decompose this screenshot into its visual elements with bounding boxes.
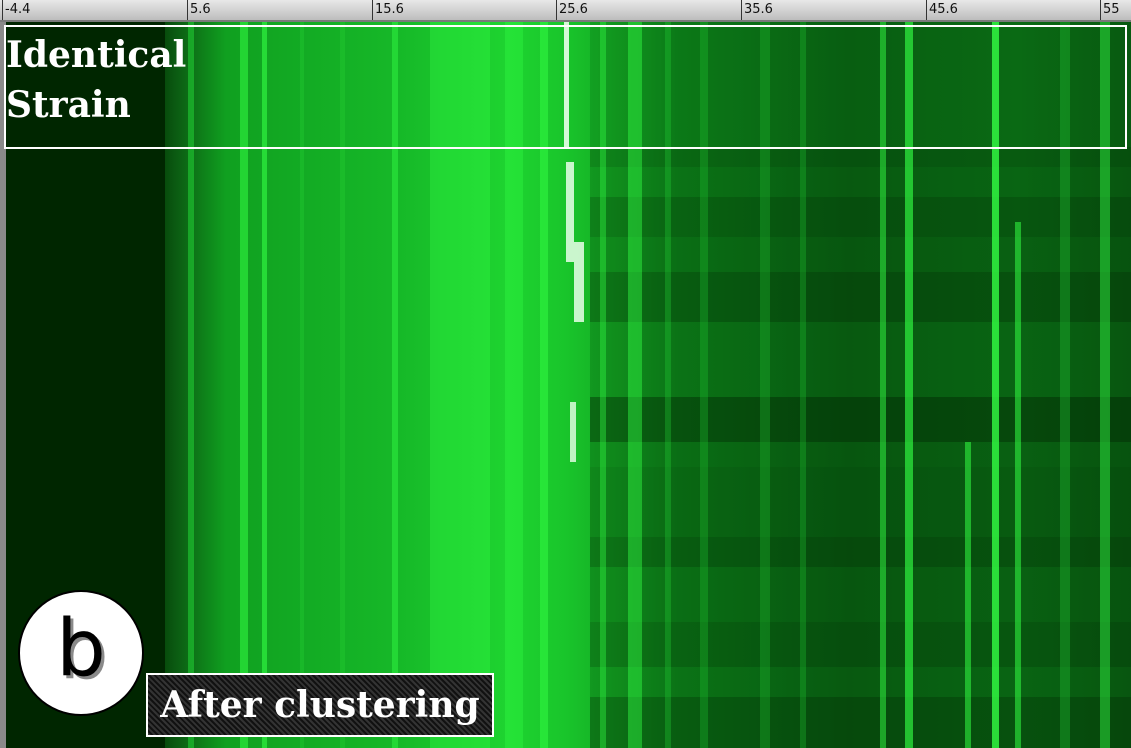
lane-shade xyxy=(590,22,1131,147)
lane-shade xyxy=(590,467,1131,537)
gel-band xyxy=(1015,222,1021,748)
gel-left-border xyxy=(0,22,6,748)
gel-band xyxy=(600,22,606,748)
gel-band xyxy=(574,242,584,322)
gel-band xyxy=(564,22,569,148)
gel-band xyxy=(665,22,671,748)
ruler-tick: 15.6 xyxy=(372,0,404,20)
lane-shade xyxy=(590,442,1131,467)
ruler-tick: 45.6 xyxy=(926,0,958,20)
lane-shade xyxy=(590,397,1131,442)
lane-shade xyxy=(590,622,1131,667)
gel-band xyxy=(992,22,999,748)
after-clustering-label: After clustering xyxy=(146,673,494,737)
ruler-tick: -4.4 xyxy=(2,0,30,20)
lane-shade xyxy=(590,147,1131,167)
gel-band xyxy=(760,22,770,748)
gel-band xyxy=(628,22,642,748)
gel-band xyxy=(570,402,576,462)
gel-band xyxy=(262,22,267,748)
lane-shade xyxy=(590,272,1131,322)
lane-shading xyxy=(590,22,1131,748)
ruler-tick: 25.6 xyxy=(556,0,588,20)
gel-band xyxy=(1100,22,1110,748)
lane-shade xyxy=(590,322,1131,397)
gel-band xyxy=(800,22,806,748)
identical-strain-label: Identical Strain xyxy=(6,34,187,126)
gel-band xyxy=(905,22,913,748)
gel-band xyxy=(540,22,548,748)
gel-band xyxy=(1060,22,1070,748)
gel-band xyxy=(566,162,574,262)
gel-band xyxy=(188,22,194,748)
position-ruler: -4.4 5.6 15.6 25.6 35.6 45.6 55 xyxy=(0,0,1131,22)
gel-band xyxy=(240,22,248,748)
ruler-tick: 55 xyxy=(1100,0,1120,20)
gel-band xyxy=(300,22,304,748)
gel-band xyxy=(700,22,708,748)
lane-shade xyxy=(590,537,1131,567)
gel-band xyxy=(505,22,523,748)
gel-band xyxy=(392,22,398,748)
gel-band xyxy=(880,22,886,748)
ruler-tick: 35.6 xyxy=(741,0,773,20)
gel-band xyxy=(965,442,971,748)
identical-strain-box xyxy=(4,25,1127,149)
lane-shade xyxy=(590,197,1131,237)
ruler-tick: 5.6 xyxy=(187,0,211,20)
panel-letter-badge: b xyxy=(18,590,144,716)
lane-shade xyxy=(590,567,1131,622)
gel-band xyxy=(340,22,345,748)
gel-lanes-image xyxy=(0,22,1131,748)
lane-shade xyxy=(590,697,1131,748)
gel-lanes-svg xyxy=(0,22,1131,748)
lane-shade xyxy=(590,237,1131,272)
gel-band xyxy=(430,22,490,748)
lane-shade xyxy=(590,667,1131,697)
lane-shade xyxy=(590,167,1131,197)
